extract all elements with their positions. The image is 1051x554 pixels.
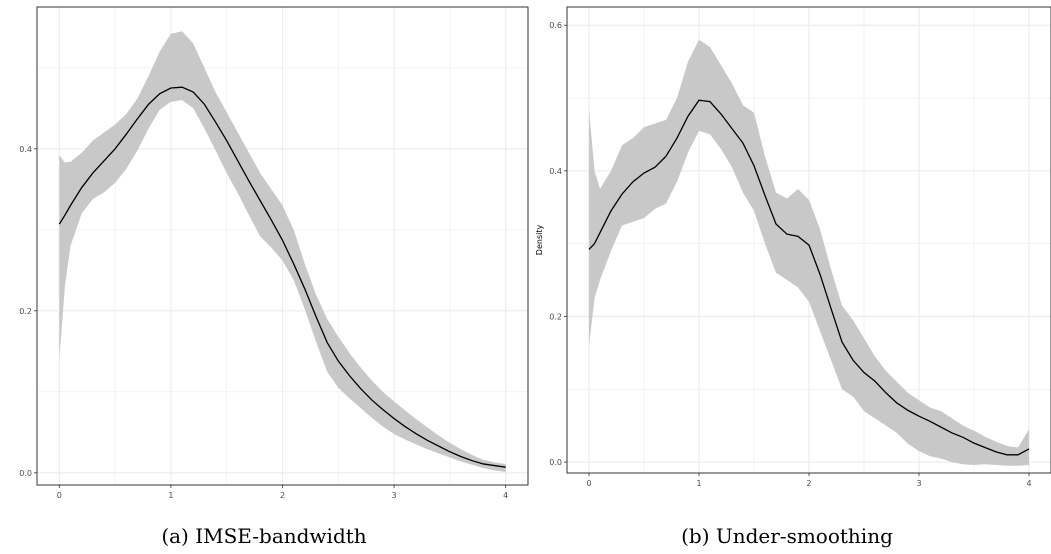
y-tick-label: 0.4 xyxy=(19,145,32,154)
confidence-band xyxy=(59,31,506,473)
chart-panel-under-smoothing: 0 1 2 3 4 0.0 0.2 0.4 0.6 Density xyxy=(523,0,1051,554)
y-axis-title: Density xyxy=(535,225,544,256)
y-tick-label: 0.4 xyxy=(549,167,562,176)
x-tick-label: 3 xyxy=(392,491,397,500)
x-tick-label: 2 xyxy=(280,491,285,500)
caption-imse: (a) IMSE-bandwidth xyxy=(161,524,367,548)
density-chart-under-smoothing: 0 1 2 3 4 0.0 0.2 0.4 0.6 Density xyxy=(535,6,1051,488)
x-tick-label: 0 xyxy=(57,491,62,500)
y-tick-label: 0.0 xyxy=(549,458,562,467)
density-chart-imse: 0 1 2 3 4 0.0 0.2 0.4 xyxy=(19,6,529,500)
x-axis: 0 1 2 3 4 xyxy=(586,473,1032,488)
y-axis: 0.0 0.2 0.4 0.6 xyxy=(549,21,567,467)
y-axis: 0.0 0.2 0.4 xyxy=(19,145,37,478)
density-line xyxy=(588,99,1030,456)
density-line xyxy=(58,86,506,468)
x-axis: 0 1 2 3 4 xyxy=(57,485,508,500)
y-tick-label: 0.0 xyxy=(19,469,32,478)
chart-panel-imse: 0 1 2 3 4 0.0 0.2 0.4 xyxy=(19,6,529,500)
x-tick-label: 4 xyxy=(1026,479,1031,488)
x-tick-label: 1 xyxy=(696,479,701,488)
x-tick-label: 0 xyxy=(586,479,591,488)
grid-lines xyxy=(567,7,1051,473)
y-tick-label: 0.6 xyxy=(549,21,562,30)
x-tick-label: 4 xyxy=(503,491,508,500)
x-tick-label: 3 xyxy=(916,479,921,488)
x-tick-label: 1 xyxy=(168,491,173,500)
confidence-band xyxy=(589,39,1029,466)
caption-under-smoothing: (b) Under-smoothing xyxy=(681,524,893,548)
x-tick-label: 2 xyxy=(806,479,811,488)
y-tick-label: 0.2 xyxy=(549,312,562,321)
y-tick-label: 0.2 xyxy=(19,307,32,316)
